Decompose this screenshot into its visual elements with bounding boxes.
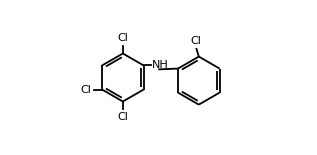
Text: NH: NH	[152, 60, 169, 71]
Text: Cl: Cl	[80, 84, 91, 95]
Text: Cl: Cl	[117, 112, 128, 122]
Text: Cl: Cl	[117, 33, 128, 43]
Text: Cl: Cl	[190, 36, 201, 46]
